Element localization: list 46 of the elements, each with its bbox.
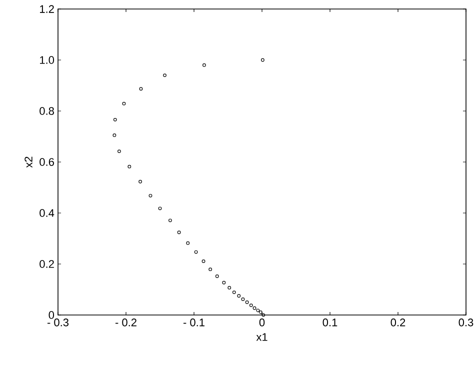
point [258, 310, 262, 314]
x-tick-label: 0.3 [458, 318, 474, 326]
y-tick-label: 0.2 [40, 260, 54, 268]
point [237, 294, 241, 298]
point [208, 268, 212, 272]
point [262, 313, 266, 317]
x-tick-label: 0 [259, 318, 265, 326]
point [249, 304, 253, 308]
point [158, 206, 162, 210]
point [163, 74, 166, 77]
y-tick-label: 0.8 [40, 107, 54, 115]
point [260, 58, 264, 62]
y-tick-label: 0.6 [40, 158, 54, 166]
point [168, 218, 172, 222]
x-tick-label: - 0.1 [183, 318, 204, 326]
x-tick-label: 0.1 [322, 318, 338, 326]
point [113, 118, 117, 122]
point [232, 290, 236, 294]
point [128, 164, 132, 168]
point [228, 286, 232, 290]
y-tick-label: 1.2 [40, 5, 54, 13]
point [202, 63, 206, 67]
x-tick-label: - 0.2 [115, 318, 136, 326]
x-tick-label: - 0.3 [47, 318, 69, 326]
point [222, 280, 226, 284]
point [256, 308, 260, 312]
point [139, 87, 143, 91]
point [177, 230, 181, 234]
y-axis-title: x2 [24, 156, 32, 168]
point [202, 259, 206, 263]
point [245, 300, 249, 304]
point [122, 102, 126, 106]
y-tick-label: 1.0 [40, 56, 54, 64]
y-tick-label: 0 [48, 311, 54, 319]
y-tick-label: 0.4 [40, 209, 54, 217]
point [138, 180, 142, 184]
point [186, 241, 190, 245]
point [148, 194, 152, 198]
point [241, 297, 245, 301]
x-tick-label: 0.2 [390, 318, 406, 326]
x-axis-title: x1 [256, 333, 268, 341]
point [118, 150, 121, 153]
point [252, 306, 256, 310]
point [194, 250, 198, 254]
point [215, 274, 219, 278]
point [112, 134, 116, 137]
